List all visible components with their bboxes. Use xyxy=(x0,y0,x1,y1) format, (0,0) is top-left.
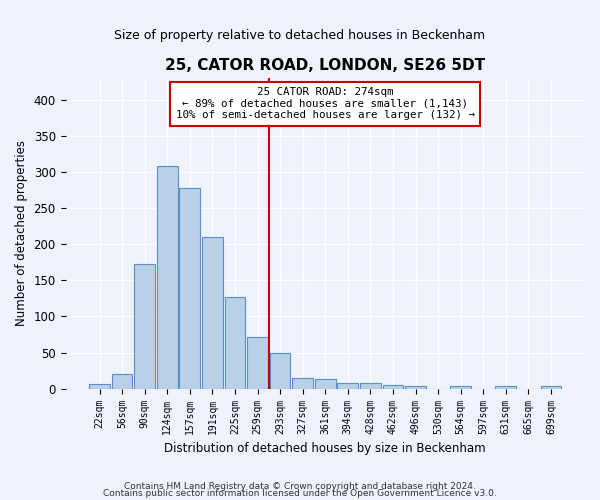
Bar xyxy=(315,380,335,388)
Bar xyxy=(451,386,471,388)
Bar xyxy=(89,384,110,388)
Text: 25 CATOR ROAD: 274sqm
← 89% of detached houses are smaller (1,143)
10% of semi-d: 25 CATOR ROAD: 274sqm ← 89% of detached … xyxy=(176,87,475,120)
Bar xyxy=(179,188,200,388)
Bar xyxy=(360,383,381,388)
Bar xyxy=(496,386,516,388)
Bar xyxy=(383,385,403,388)
Bar xyxy=(134,264,155,388)
Bar xyxy=(405,386,426,388)
Bar xyxy=(292,378,313,388)
Text: Contains public sector information licensed under the Open Government Licence v3: Contains public sector information licen… xyxy=(103,490,497,498)
Bar xyxy=(270,354,290,388)
Bar xyxy=(224,297,245,388)
Bar xyxy=(337,383,358,388)
Bar xyxy=(202,237,223,388)
Title: 25, CATOR ROAD, LONDON, SE26 5DT: 25, CATOR ROAD, LONDON, SE26 5DT xyxy=(165,58,485,72)
Text: Size of property relative to detached houses in Beckenham: Size of property relative to detached ho… xyxy=(115,28,485,42)
Text: Contains HM Land Registry data © Crown copyright and database right 2024.: Contains HM Land Registry data © Crown c… xyxy=(124,482,476,491)
Bar xyxy=(112,374,133,388)
Bar xyxy=(157,166,178,388)
X-axis label: Distribution of detached houses by size in Beckenham: Distribution of detached houses by size … xyxy=(164,442,486,455)
Bar xyxy=(541,386,562,388)
Y-axis label: Number of detached properties: Number of detached properties xyxy=(15,140,28,326)
Bar xyxy=(247,336,268,388)
